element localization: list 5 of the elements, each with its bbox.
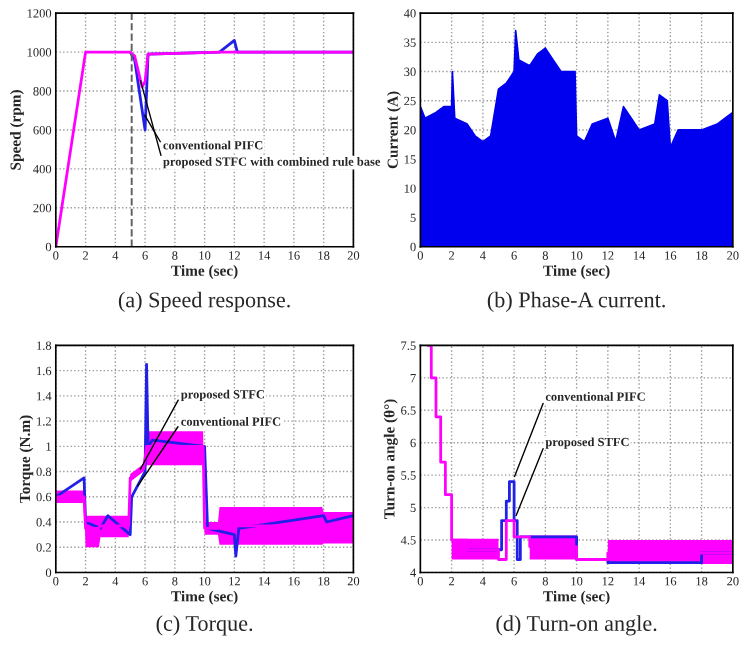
text: (b) Phase-A current. xyxy=(487,291,665,312)
text: (d) Turn-on angle. xyxy=(496,615,657,636)
text: (a) Speed response. xyxy=(118,291,290,312)
line-series xyxy=(55,362,354,558)
text: (c) Torque. xyxy=(156,615,253,636)
